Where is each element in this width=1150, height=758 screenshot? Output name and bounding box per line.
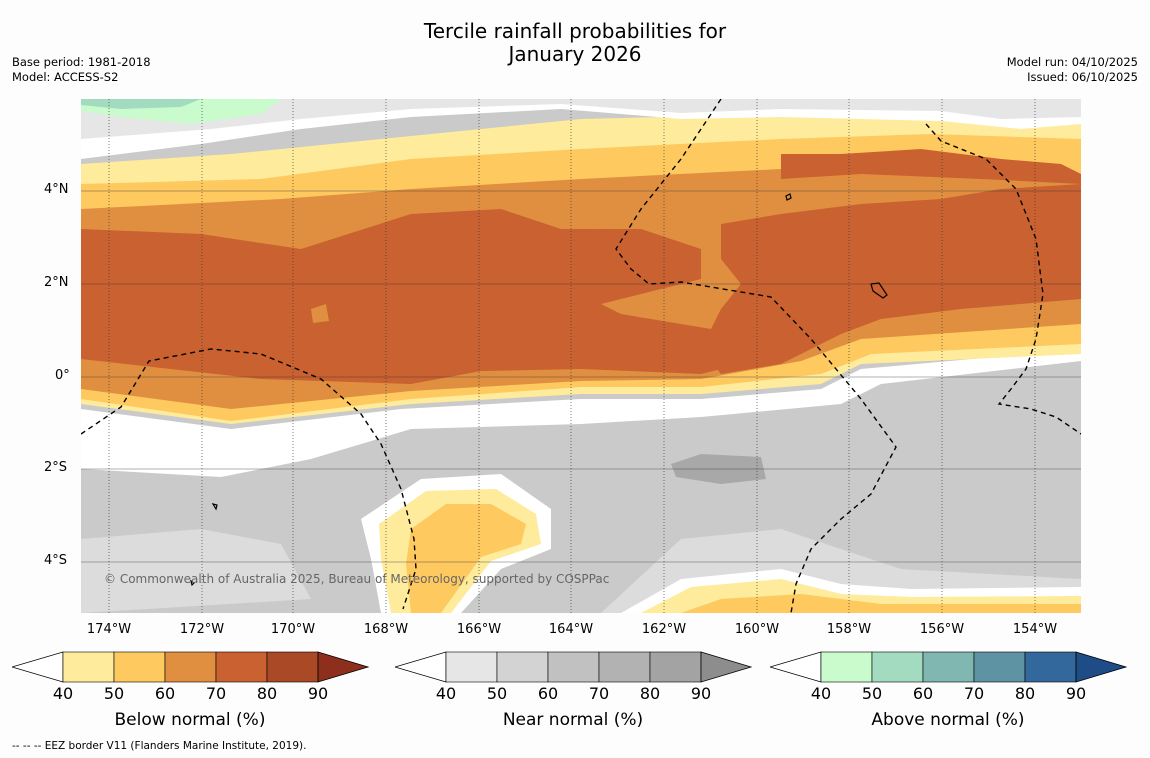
cb-tick: 90 bbox=[307, 684, 329, 703]
white-band-south bbox=[81, 349, 1081, 477]
colorbar-segment bbox=[649, 651, 702, 683]
lon-label-172w: 172°W bbox=[179, 622, 225, 637]
cb-tick: 50 bbox=[486, 684, 508, 703]
colorbar-segment bbox=[113, 651, 166, 683]
colorbar-segment bbox=[547, 651, 600, 683]
island-3 bbox=[211, 503, 218, 511]
colorbar-segment bbox=[871, 651, 924, 683]
cb-tick: 90 bbox=[1065, 684, 1087, 703]
lon-label-156w: 156°W bbox=[919, 622, 965, 637]
colorbar-extend-high bbox=[317, 651, 370, 683]
north-near-normal bbox=[81, 99, 1081, 139]
map-canvas bbox=[81, 99, 1081, 613]
lon-label-154w: 154°W bbox=[1012, 622, 1058, 637]
lat-label-0: 0° bbox=[55, 368, 70, 383]
colorbar-below-normal bbox=[12, 651, 370, 683]
cb-tick: 50 bbox=[861, 684, 883, 703]
lat-label-2n: 2°N bbox=[44, 275, 69, 290]
map-copyright: © Commonwealth of Australia 2025, Bureau… bbox=[104, 572, 610, 586]
cb-tick: 80 bbox=[256, 684, 278, 703]
south-yellow-60 bbox=[681, 594, 1081, 613]
above-normal-60-patch bbox=[81, 99, 201, 109]
colorbar-segment bbox=[445, 651, 498, 683]
eez-borders bbox=[81, 99, 1081, 613]
lon-label-158w: 158°W bbox=[826, 622, 872, 637]
colorbar-title-below: Below normal (%) bbox=[114, 710, 266, 730]
colorbar-segment bbox=[973, 651, 1026, 683]
colorbar-segment bbox=[266, 651, 319, 683]
islands bbox=[190, 193, 888, 587]
graticule bbox=[81, 190, 1081, 563]
colorbar-segment bbox=[922, 651, 975, 683]
colorbar-extend-high bbox=[700, 651, 753, 683]
colorbar-extend-low bbox=[395, 651, 447, 683]
map-title-line1: Tercile rainfall probabilities for bbox=[423, 19, 727, 43]
cb-tick: 80 bbox=[639, 684, 661, 703]
model-text: Model: ACCESS-S2 bbox=[12, 70, 119, 84]
lat-label-4s: 4°S bbox=[44, 553, 68, 568]
colorbar-extend-high bbox=[1075, 651, 1128, 683]
lon-label-160w: 160°W bbox=[734, 622, 780, 637]
cb-tick: 70 bbox=[205, 684, 227, 703]
cb-tick: 70 bbox=[963, 684, 985, 703]
eez-border-west bbox=[81, 348, 417, 610]
meta-right: Model run: 04/10/2025 Issued: 06/10/2025 bbox=[1007, 55, 1138, 85]
island-1 bbox=[785, 193, 792, 201]
colorbar-segment bbox=[215, 651, 268, 683]
map-title-line2: January 2026 bbox=[508, 42, 642, 66]
lon-label-168w: 168°W bbox=[363, 622, 409, 637]
colorbar-near-normal bbox=[395, 651, 753, 683]
colorbar-segment bbox=[1024, 651, 1077, 683]
near-normal-light-sw bbox=[81, 529, 311, 613]
lat-label-4n: 4°N bbox=[44, 182, 69, 197]
colorbar-segment bbox=[598, 651, 651, 683]
cb-tick: 60 bbox=[912, 684, 934, 703]
lon-label-164w: 164°W bbox=[548, 622, 594, 637]
lon-label-162w: 162°W bbox=[641, 622, 687, 637]
colorbar-segment bbox=[164, 651, 217, 683]
colorbar-extend-low bbox=[770, 651, 822, 683]
cb-tick: 40 bbox=[52, 684, 74, 703]
colorbar-segment bbox=[62, 651, 115, 683]
rainfall-map: © Commonwealth of Australia 2025, Bureau… bbox=[81, 99, 1081, 613]
island-2 bbox=[870, 282, 888, 299]
below-normal-70-islet bbox=[311, 304, 329, 323]
cb-tick: 40 bbox=[435, 684, 457, 703]
lon-label-170w: 170°W bbox=[270, 622, 316, 637]
cb-tick: 90 bbox=[690, 684, 712, 703]
colorbar-segment bbox=[496, 651, 549, 683]
cb-tick: 50 bbox=[103, 684, 125, 703]
cb-tick: 70 bbox=[588, 684, 610, 703]
island-4 bbox=[190, 579, 195, 587]
cb-tick: 60 bbox=[154, 684, 176, 703]
below-normal-80-north bbox=[781, 149, 1081, 184]
colorbar-above-normal bbox=[770, 651, 1128, 683]
cb-tick: 80 bbox=[1014, 684, 1036, 703]
footnote-eez: -- -- -- EEZ border V11 (Flanders Marine… bbox=[12, 740, 307, 752]
below-normal-80-west bbox=[81, 209, 781, 384]
meta-left: Base period: 1981-2018 Model: ACCESS-S2 bbox=[12, 55, 151, 85]
colorbar-extend-low bbox=[12, 651, 64, 683]
base-period-text: Base period: 1981-2018 bbox=[12, 55, 151, 69]
cb-tick: 40 bbox=[810, 684, 832, 703]
colorbar-title-above: Above normal (%) bbox=[871, 710, 1025, 730]
lon-label-166w: 166°W bbox=[456, 622, 502, 637]
model-run-text: Model run: 04/10/2025 bbox=[1006, 55, 1138, 69]
lon-label-174w: 174°W bbox=[86, 622, 132, 637]
below-normal-80-patch bbox=[546, 229, 626, 249]
cb-tick: 60 bbox=[537, 684, 559, 703]
sw-yellow-60 bbox=[406, 504, 526, 613]
colorbar-segment bbox=[820, 651, 873, 683]
below-normal-80-east bbox=[701, 184, 1081, 374]
lat-label-2s: 2°S bbox=[44, 460, 68, 475]
issued-text: Issued: 06/10/2025 bbox=[1027, 70, 1138, 84]
colorbar-title-near: Near normal (%) bbox=[502, 710, 644, 730]
